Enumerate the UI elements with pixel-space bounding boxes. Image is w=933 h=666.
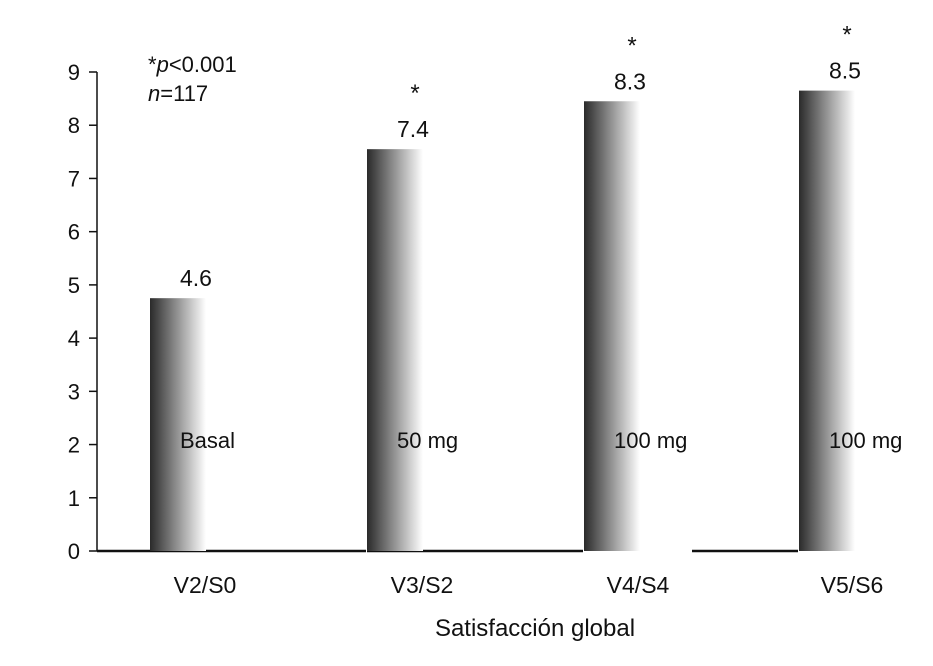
y-tick-label: 4 xyxy=(68,326,80,351)
dose-label: Basal xyxy=(180,428,235,453)
dose-label: 100 mg xyxy=(614,428,687,453)
sample-size-note: n=117 xyxy=(148,81,208,106)
x-tick-label: V3/S2 xyxy=(391,572,454,598)
dose-label: 50 mg xyxy=(397,428,458,453)
significance-star: * xyxy=(627,32,636,59)
y-tick-label: 6 xyxy=(68,220,80,245)
bar-value-label: 8.5 xyxy=(829,58,861,84)
y-tick-label: 5 xyxy=(68,273,80,298)
x-tick-label: V4/S4 xyxy=(607,572,670,598)
significance-star: * xyxy=(410,80,419,107)
p-value-note: *p<0.001 xyxy=(148,52,237,77)
y-axis: 0 1 2 3 4 5 6 7 8 9 xyxy=(68,60,98,564)
bar xyxy=(367,149,423,551)
labels: 4.6 Basal V2/S0 7.4 * 50 mg V3/S2 8.3 * 100 mg V4/… xyxy=(174,22,903,598)
bar-value-label: 7.4 xyxy=(397,116,429,142)
x-tick-label: V2/S0 xyxy=(174,572,237,598)
x-axis-title: Satisfacción global xyxy=(435,615,635,642)
y-tick-label: 7 xyxy=(68,166,80,191)
y-tick-label: 2 xyxy=(68,433,80,458)
x-tick-label: V5/S6 xyxy=(821,572,884,598)
significance-star: * xyxy=(842,22,851,49)
y-tick-label: 8 xyxy=(68,113,80,138)
y-tick-label: 3 xyxy=(68,379,80,404)
bar xyxy=(799,90,855,551)
bars xyxy=(150,90,855,551)
bar-value-label: 8.3 xyxy=(614,68,646,94)
y-tick-label: 9 xyxy=(68,60,80,85)
bar xyxy=(150,298,206,551)
bar-value-label: 4.6 xyxy=(180,265,212,291)
bar xyxy=(584,101,640,551)
significance-note: *p<0.001 n=117 xyxy=(148,52,237,106)
y-tick-label: 1 xyxy=(68,486,80,511)
y-tick-label: 0 xyxy=(68,539,80,564)
dose-label: 100 mg xyxy=(829,428,902,453)
